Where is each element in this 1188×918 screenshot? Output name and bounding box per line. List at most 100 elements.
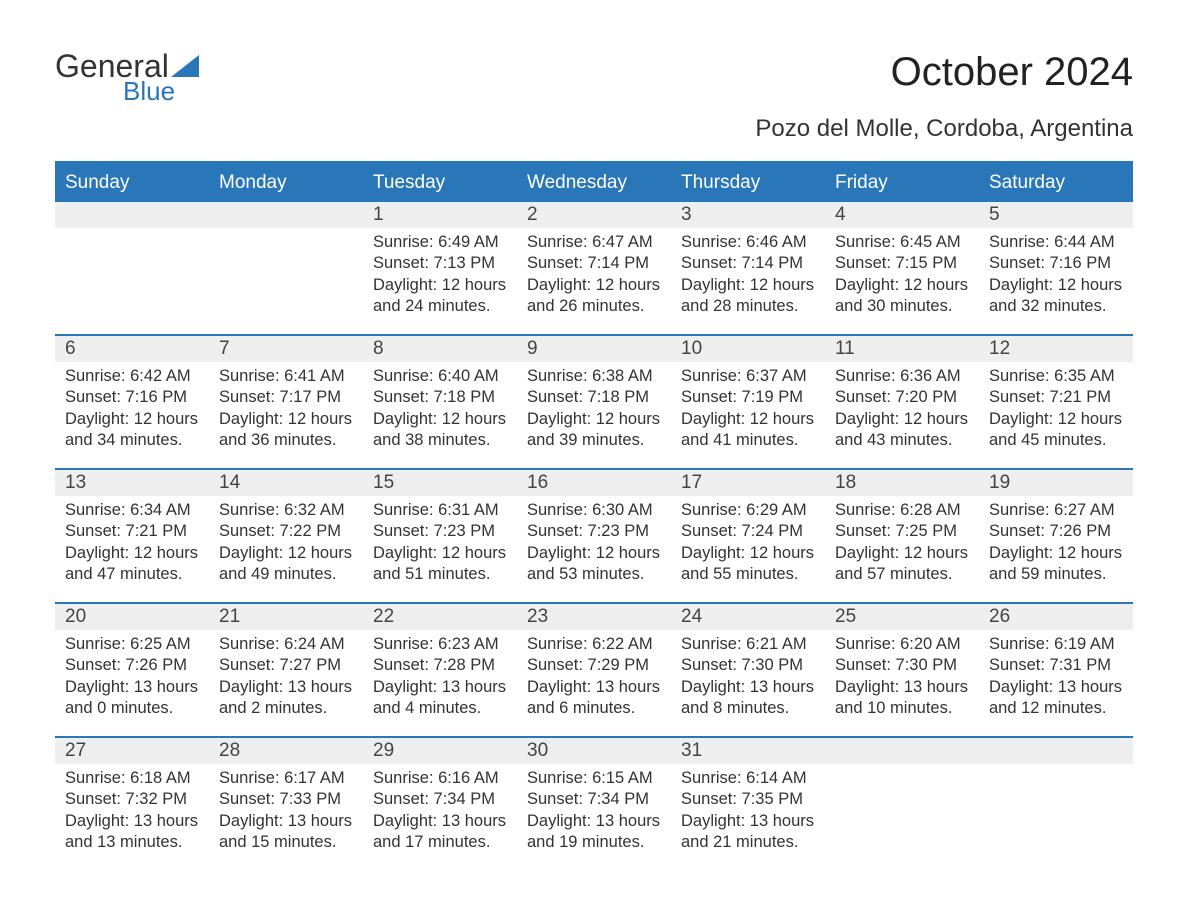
day-number: 18 (825, 470, 979, 496)
day-d2: and 21 minutes. (681, 832, 815, 853)
week-row: 1 Sunrise: 6:49 AMSunset: 7:13 PM Daylight… (55, 202, 1133, 334)
day-sunrise: Sunrise: 6:19 AM (989, 634, 1123, 655)
day-sunrise: Sunrise: 6:16 AM (373, 768, 507, 789)
day-cell: 31Sunrise: 6:14 AMSunset: 7:35 PMDayligh… (671, 738, 825, 870)
day-body: Sunrise: 6:46 AMSunset: 7:14 PMDaylight:… (671, 228, 825, 322)
day-cell: 23Sunrise: 6:22 AMSunset: 7:29 PMDayligh… (517, 604, 671, 736)
day-number: 11 (825, 336, 979, 362)
day-d1: Daylight: 12 hours (989, 543, 1123, 564)
day-sunset: Sunset: 7:23 PM (373, 521, 507, 542)
day-d1: Daylight: 13 hours (373, 811, 507, 832)
day-cell: 12Sunrise: 6:35 AMSunset: 7:21 PMDayligh… (979, 336, 1133, 468)
day-d1: Daylight: 12 hours (219, 543, 353, 564)
day-cell: 7Sunrise: 6:41 AMSunset: 7:17 PMDaylight… (209, 336, 363, 468)
day-cell: 10Sunrise: 6:37 AMSunset: 7:19 PMDayligh… (671, 336, 825, 468)
day-sunrise: Sunrise: 6:44 AM (989, 232, 1123, 253)
day-cell: 17Sunrise: 6:29 AMSunset: 7:24 PMDayligh… (671, 470, 825, 602)
day-body: Sunrise: 6:14 AMSunset: 7:35 PMDaylight:… (671, 764, 825, 858)
day-header: Wednesday (517, 164, 671, 202)
day-number: 1 (363, 202, 517, 228)
day-body: Sunrise: 6:21 AMSunset: 7:30 PMDaylight:… (671, 630, 825, 724)
day-body: Sunrise: 6:45 AMSunset: 7:15 PMDaylight:… (825, 228, 979, 322)
day-sunset: Sunset: 7:13 PM (373, 253, 507, 274)
logo: General Blue (55, 50, 199, 104)
day-number: 6 (55, 336, 209, 362)
day-d1: Daylight: 13 hours (989, 677, 1123, 698)
day-number: 23 (517, 604, 671, 630)
day-d1: Daylight: 13 hours (219, 677, 353, 698)
day-sunset: Sunset: 7:21 PM (989, 387, 1123, 408)
day-body: Sunrise: 6:30 AMSunset: 7:23 PMDaylight:… (517, 496, 671, 590)
day-sunrise: Sunrise: 6:31 AM (373, 500, 507, 521)
day-body: Sunrise: 6:34 AMSunset: 7:21 PMDaylight:… (55, 496, 209, 590)
day-body: Sunrise: 6:35 AMSunset: 7:21 PMDaylight:… (979, 362, 1133, 456)
day-sunrise: Sunrise: 6:18 AM (65, 768, 199, 789)
day-number (825, 738, 979, 764)
day-d2: and 10 minutes. (835, 698, 969, 719)
day-cell: 29Sunrise: 6:16 AMSunset: 7:34 PMDayligh… (363, 738, 517, 870)
day-body: Sunrise: 6:25 AMSunset: 7:26 PMDaylight:… (55, 630, 209, 724)
day-d1: Daylight: 12 hours (65, 543, 199, 564)
day-body: Sunrise: 6:37 AMSunset: 7:19 PMDaylight:… (671, 362, 825, 456)
location-subtitle: Pozo del Molle, Cordoba, Argentina (755, 115, 1133, 143)
day-d2: and 0 minutes. (65, 698, 199, 719)
day-sunrise: Sunrise: 6:21 AM (681, 634, 815, 655)
day-sunset: Sunset: 7:34 PM (373, 789, 507, 810)
day-number: 7 (209, 336, 363, 362)
day-body: Sunrise: 6:31 AMSunset: 7:23 PMDaylight:… (363, 496, 517, 590)
day-cell: 9Sunrise: 6:38 AMSunset: 7:18 PMDaylight… (517, 336, 671, 468)
day-sunset: Sunset: 7:17 PM (219, 387, 353, 408)
day-sunset: Sunset: 7:19 PM (681, 387, 815, 408)
day-sunset: Sunset: 7:26 PM (65, 655, 199, 676)
day-sunset: Sunset: 7:16 PM (65, 387, 199, 408)
day-cell: 18Sunrise: 6:28 AMSunset: 7:25 PMDayligh… (825, 470, 979, 602)
day-sunrise: Sunrise: 6:22 AM (527, 634, 661, 655)
day-d2: and 59 minutes. (989, 564, 1123, 585)
day-number: 10 (671, 336, 825, 362)
day-cell: 8Sunrise: 6:40 AMSunset: 7:18 PMDaylight… (363, 336, 517, 468)
day-sunrise: Sunrise: 6:17 AM (219, 768, 353, 789)
day-number: 30 (517, 738, 671, 764)
day-cell: 1Sunrise: 6:49 AMSunset: 7:13 PMDaylight… (363, 202, 517, 334)
day-cell: 20Sunrise: 6:25 AMSunset: 7:26 PMDayligh… (55, 604, 209, 736)
day-header: Sunday (55, 164, 209, 202)
day-d2: and 24 minutes. (373, 296, 507, 317)
day-d1: Daylight: 13 hours (527, 677, 661, 698)
day-sunrise: Sunrise: 6:34 AM (65, 500, 199, 521)
day-body: Sunrise: 6:29 AMSunset: 7:24 PMDaylight:… (671, 496, 825, 590)
day-sunrise: Sunrise: 6:49 AM (373, 232, 507, 253)
day-cell: 2Sunrise: 6:47 AMSunset: 7:14 PMDaylight… (517, 202, 671, 334)
day-number: 9 (517, 336, 671, 362)
day-body: Sunrise: 6:24 AMSunset: 7:27 PMDaylight:… (209, 630, 363, 724)
week-row: 20Sunrise: 6:25 AMSunset: 7:26 PMDayligh… (55, 602, 1133, 736)
day-cell (979, 738, 1133, 870)
day-number: 12 (979, 336, 1133, 362)
day-d2: and 47 minutes. (65, 564, 199, 585)
day-number: 17 (671, 470, 825, 496)
day-body: Sunrise: 6:19 AMSunset: 7:31 PMDaylight:… (979, 630, 1133, 724)
day-sunrise: Sunrise: 6:25 AM (65, 634, 199, 655)
day-number: 22 (363, 604, 517, 630)
day-d2: and 41 minutes. (681, 430, 815, 451)
day-sunset: Sunset: 7:23 PM (527, 521, 661, 542)
week-row: 13Sunrise: 6:34 AMSunset: 7:21 PMDayligh… (55, 468, 1133, 602)
day-sunset: Sunset: 7:26 PM (989, 521, 1123, 542)
day-sunset: Sunset: 7:27 PM (219, 655, 353, 676)
day-cell (55, 202, 209, 334)
day-header: Monday (209, 164, 363, 202)
day-sunrise: Sunrise: 6:14 AM (681, 768, 815, 789)
day-d1: Daylight: 12 hours (527, 409, 661, 430)
day-d1: Daylight: 13 hours (681, 811, 815, 832)
day-cell: 5Sunrise: 6:44 AMSunset: 7:16 PMDaylight… (979, 202, 1133, 334)
title-block: October 2024 Pozo del Molle, Cordoba, Ar… (755, 50, 1133, 143)
day-d1: Daylight: 12 hours (527, 275, 661, 296)
day-sunset: Sunset: 7:16 PM (989, 253, 1123, 274)
day-cell: 22Sunrise: 6:23 AMSunset: 7:28 PMDayligh… (363, 604, 517, 736)
day-cell: 6Sunrise: 6:42 AMSunset: 7:16 PMDaylight… (55, 336, 209, 468)
day-number: 26 (979, 604, 1133, 630)
day-d2: and 4 minutes. (373, 698, 507, 719)
day-number: 24 (671, 604, 825, 630)
day-sunset: Sunset: 7:21 PM (65, 521, 199, 542)
day-cell: 19Sunrise: 6:27 AMSunset: 7:26 PMDayligh… (979, 470, 1133, 602)
day-sunrise: Sunrise: 6:20 AM (835, 634, 969, 655)
